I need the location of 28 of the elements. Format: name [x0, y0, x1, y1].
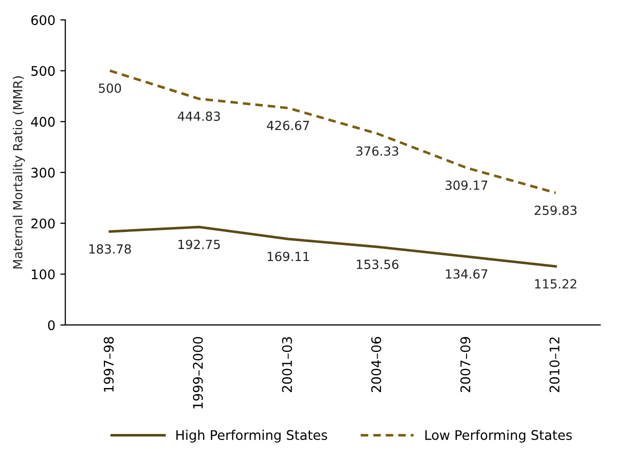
- y-tick-label: 0: [48, 320, 55, 330]
- data-label: 426.67: [266, 120, 309, 130]
- data-label: 192.75: [178, 240, 220, 250]
- legend-label: High Performing States: [176, 430, 328, 443]
- y-tick-label: 500: [31, 66, 55, 76]
- data-label: 183.78: [89, 244, 131, 254]
- data-label: 309.17: [446, 180, 488, 190]
- y-axis-title: Maternal Mortality Ratio (MMR): [12, 76, 25, 268]
- x-tick-label: 2007–09: [460, 337, 470, 392]
- data-label: 444.83: [178, 112, 220, 121]
- y-tick-label: 300: [31, 168, 55, 178]
- x-tick-label: 2010–12: [550, 337, 560, 392]
- x-tick-label: 2004–06: [371, 336, 382, 392]
- y-tick-label: 100: [32, 269, 55, 280]
- y-tick-label: 600: [31, 15, 55, 26]
- data-label: 259.83: [534, 206, 577, 216]
- data-label: 134.67: [446, 269, 488, 279]
- y-tick-label: 400: [31, 116, 55, 127]
- x-tick-label: 1997–98: [104, 337, 114, 392]
- data-label: 169.11: [268, 252, 309, 262]
- data-label: 500: [98, 83, 121, 93]
- data-label: 115.22: [535, 279, 576, 289]
- y-tick-label: 200: [31, 218, 55, 228]
- data-label: 376.33: [356, 146, 398, 156]
- x-tick-label: 1999–2000: [192, 336, 203, 408]
- x-tick-label: 2001–03: [282, 337, 292, 392]
- data-label: 153.56: [356, 260, 398, 270]
- legend-label: Low Performing States: [425, 430, 572, 443]
